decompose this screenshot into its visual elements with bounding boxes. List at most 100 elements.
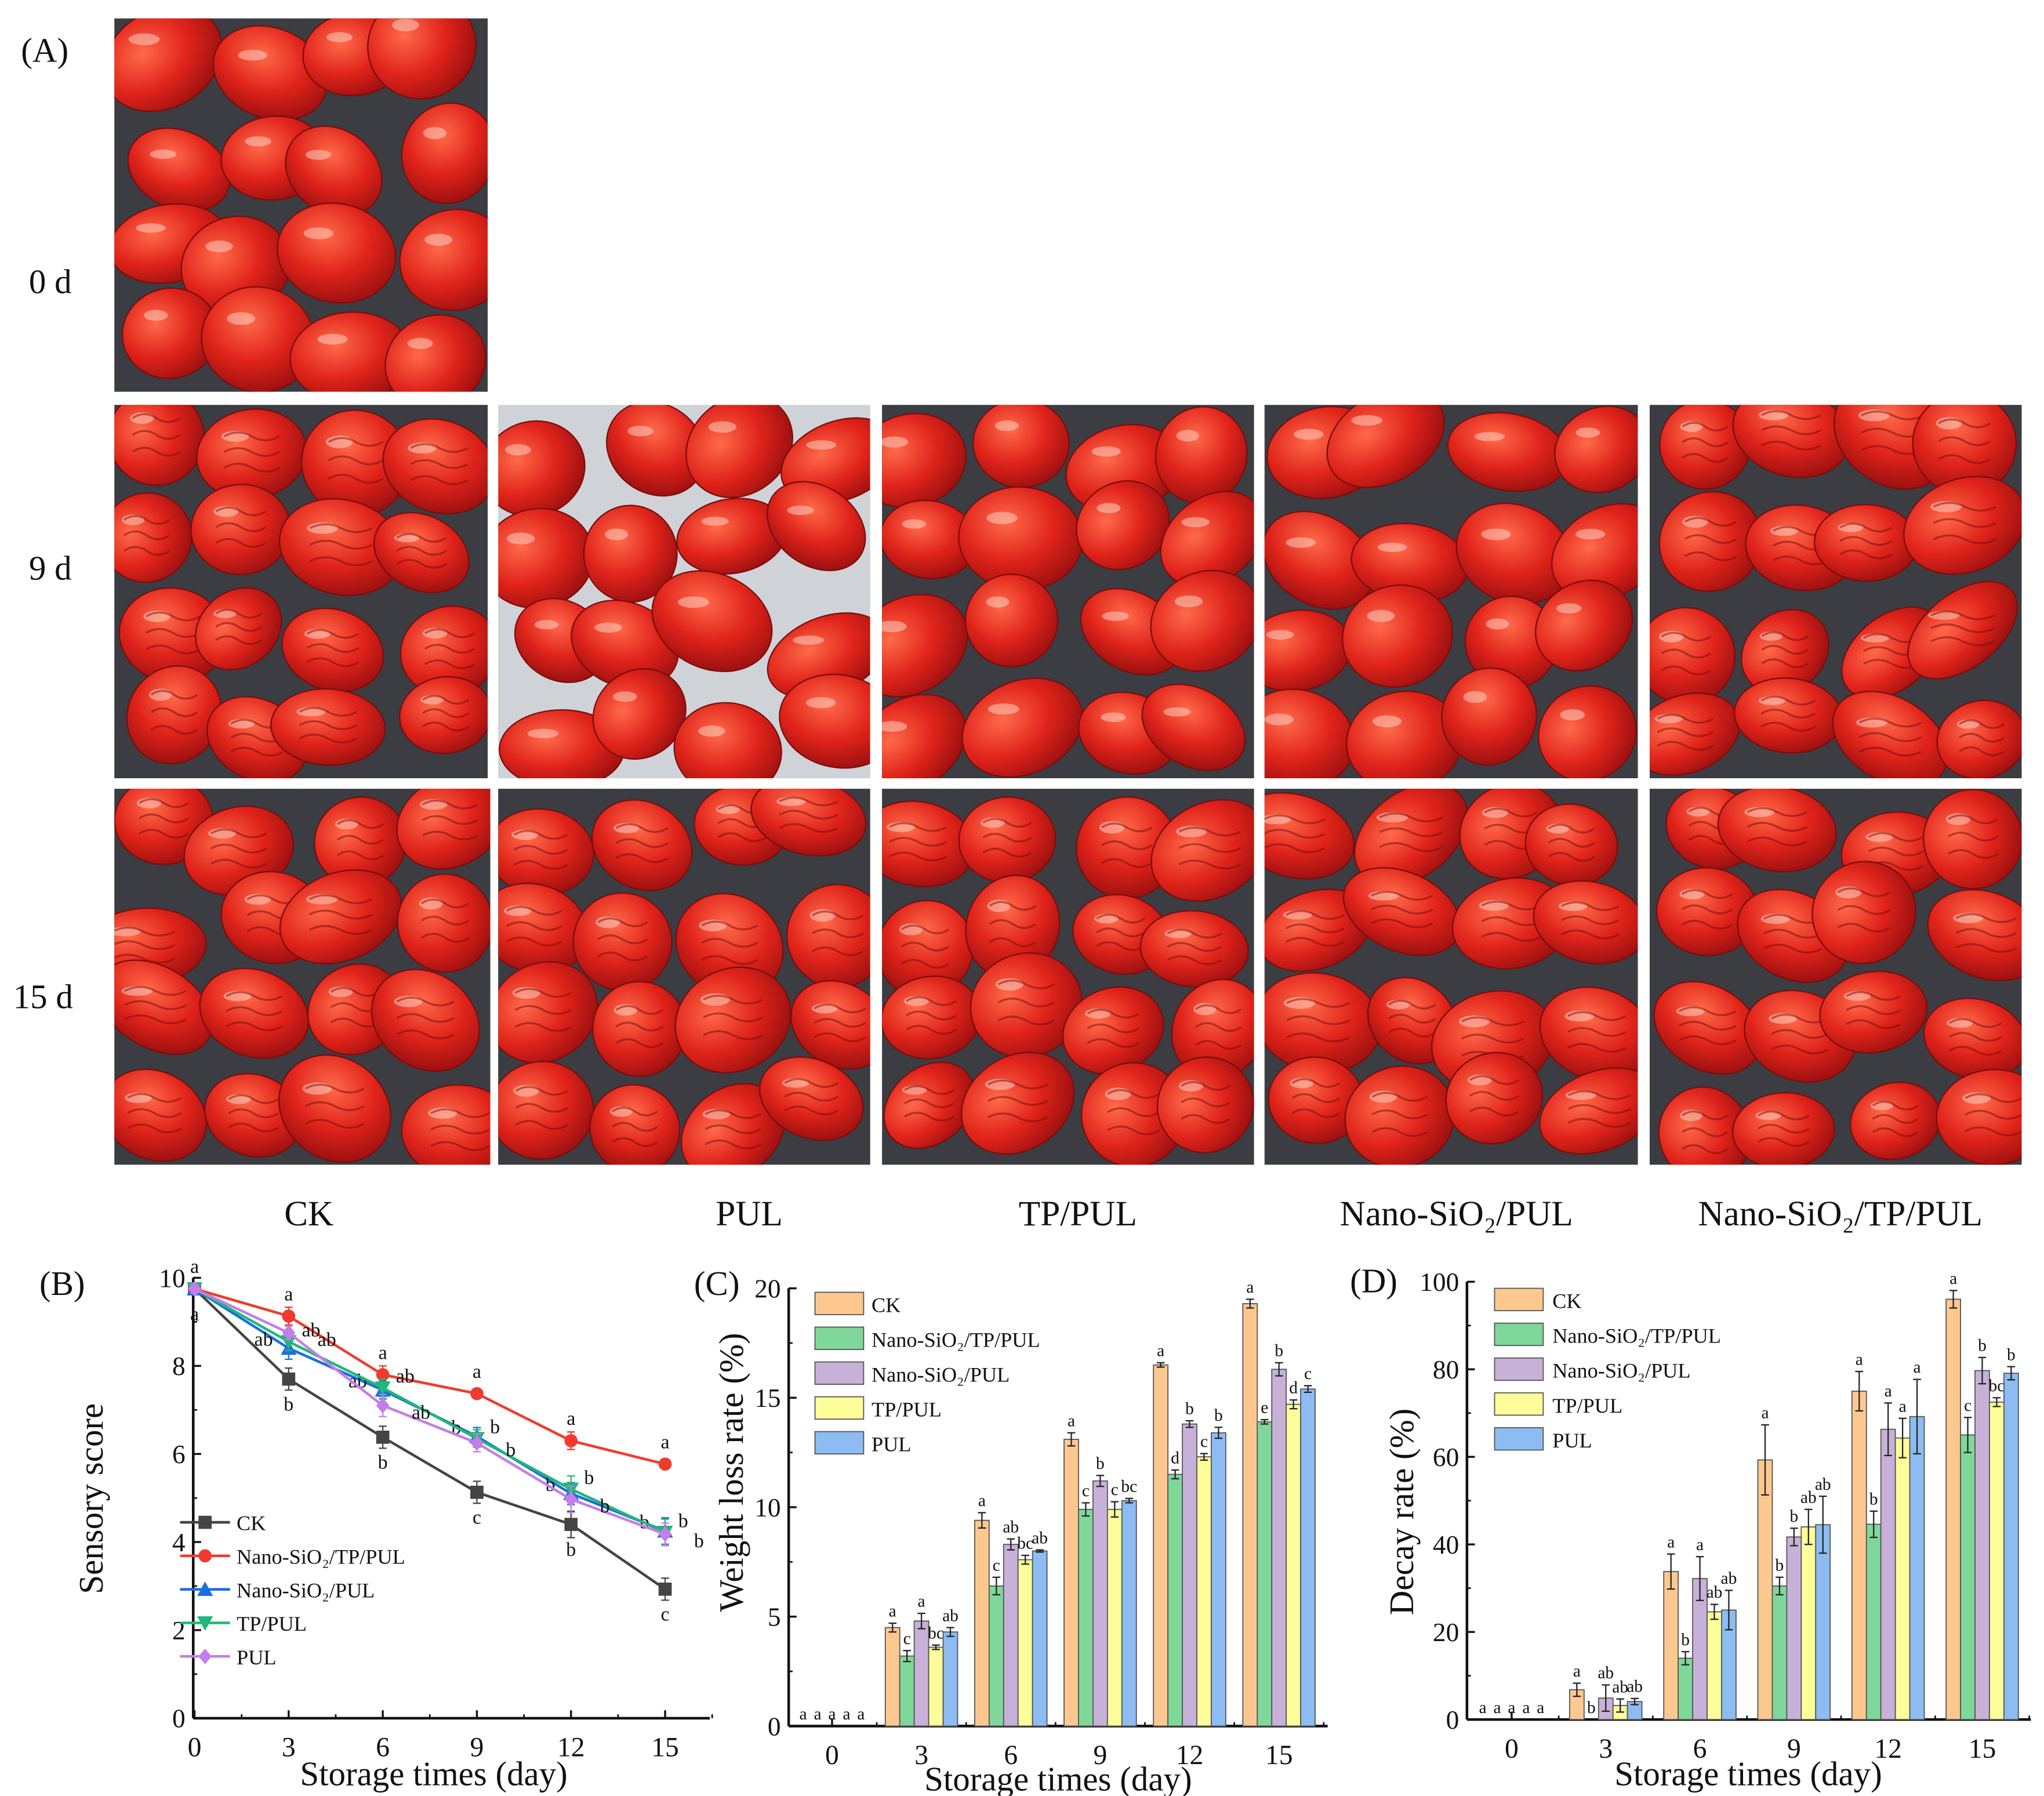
significance-letter: a bbox=[1573, 1662, 1581, 1681]
legend-label: Nano-SiO₂/TP/PUL bbox=[1552, 1325, 1721, 1348]
marker-diamond bbox=[198, 1648, 212, 1664]
bar bbox=[1300, 1388, 1316, 1727]
tomato-photo bbox=[1264, 405, 1638, 779]
significance-letter: a bbox=[889, 1602, 896, 1621]
photo-nano-sio2-pul-9d bbox=[1264, 405, 1638, 779]
marker-triangle-down bbox=[281, 1335, 297, 1350]
tomato-photo bbox=[1264, 789, 1638, 1165]
bar bbox=[1909, 1416, 1925, 1721]
significance-letter: b bbox=[1214, 1406, 1223, 1425]
y-tick-label: 8 bbox=[172, 1352, 186, 1381]
significance-letter: c bbox=[1964, 1396, 1972, 1415]
tomato bbox=[767, 481, 866, 571]
significance-letter: a bbox=[1885, 1382, 1892, 1400]
bar bbox=[1865, 1523, 1882, 1721]
series-line bbox=[194, 1287, 666, 1536]
bar bbox=[1692, 1578, 1708, 1721]
significance-letter: b bbox=[1776, 1556, 1784, 1574]
bar bbox=[1286, 1403, 1302, 1727]
tomato-photo bbox=[882, 796, 1254, 1165]
marker-circle bbox=[198, 1549, 212, 1563]
x-tick-label: 12 bbox=[1176, 1740, 1204, 1770]
tomato bbox=[1923, 789, 2022, 890]
significance-letter: b bbox=[1978, 1336, 1987, 1355]
bar bbox=[1786, 1536, 1802, 1721]
marker-circle bbox=[376, 1368, 390, 1381]
tomato bbox=[1539, 1067, 1638, 1155]
significance-letter: c bbox=[1111, 1481, 1119, 1499]
tomato bbox=[114, 492, 193, 583]
significance-letter: ab bbox=[1032, 1529, 1048, 1547]
bar bbox=[942, 1631, 959, 1727]
significance-letter: b bbox=[1275, 1342, 1283, 1360]
tomato bbox=[1156, 1056, 1254, 1153]
marker-diamond bbox=[376, 1398, 390, 1414]
marker-circle bbox=[564, 1434, 578, 1447]
photo-tp-pul-9d bbox=[882, 405, 1254, 779]
bar bbox=[1989, 1401, 2005, 1721]
tomato bbox=[498, 961, 598, 1064]
tomato bbox=[1538, 685, 1638, 779]
tomato bbox=[114, 405, 205, 486]
bar bbox=[1211, 1432, 1226, 1727]
marker-triangle-down bbox=[197, 1616, 213, 1631]
photo-pul-15d bbox=[498, 789, 870, 1165]
marker-diamond bbox=[282, 1325, 296, 1341]
significance-letter: bc bbox=[1989, 1377, 2005, 1395]
significance-letter: a bbox=[1949, 1269, 1957, 1288]
tomato-photo bbox=[498, 405, 870, 779]
x-axis-title: Storage times (day) bbox=[924, 1760, 1192, 1796]
legend-label: TP/PUL bbox=[1552, 1394, 1622, 1417]
significance-letter: a bbox=[1761, 1404, 1769, 1423]
tomato-photo bbox=[114, 789, 491, 1165]
y-tick-label: 5 bbox=[768, 1603, 781, 1632]
tomato bbox=[367, 18, 477, 100]
x-tick-label: 0 bbox=[825, 1740, 839, 1770]
bar bbox=[1063, 1439, 1079, 1727]
series-line bbox=[194, 1287, 666, 1465]
panel-label-b: (B) bbox=[39, 1264, 85, 1302]
tomato bbox=[373, 511, 470, 594]
bar bbox=[1815, 1524, 1831, 1721]
bar bbox=[899, 1655, 915, 1727]
significance-letter: ab bbox=[1707, 1583, 1723, 1602]
photo-nano-sio2-pul-15d bbox=[1264, 789, 1638, 1165]
tomato bbox=[1731, 1092, 1835, 1165]
significance-letter: a bbox=[379, 1342, 387, 1363]
significance-letter: ab bbox=[396, 1366, 415, 1387]
marker-circle bbox=[282, 1309, 296, 1323]
y-axis-title: Weight loss rate (%) bbox=[712, 1333, 750, 1612]
bar bbox=[1945, 1298, 1961, 1721]
marker-diamond bbox=[470, 1435, 484, 1451]
tomato-photo bbox=[1649, 405, 2022, 779]
tomato bbox=[964, 574, 1059, 667]
marker-square bbox=[470, 1485, 484, 1499]
bar bbox=[1182, 1423, 1197, 1727]
tomato bbox=[572, 892, 673, 992]
tomato bbox=[277, 202, 397, 304]
legend-swatch bbox=[1494, 1392, 1544, 1416]
marker-square bbox=[198, 1515, 212, 1529]
x-tick-label: 3 bbox=[282, 1733, 296, 1763]
legend-label: Nano-SiO₂/PUL bbox=[872, 1363, 1010, 1387]
significance-letter: a bbox=[284, 1283, 293, 1305]
tomato-photo bbox=[1653, 789, 2022, 1165]
series-line bbox=[193, 1287, 666, 1591]
tomato bbox=[371, 968, 480, 1072]
tomato bbox=[1342, 584, 1454, 688]
panel-label-c: (C) bbox=[694, 1264, 740, 1302]
significance-letter: a bbox=[1068, 1412, 1075, 1430]
tomato bbox=[114, 1068, 207, 1162]
tomato bbox=[1441, 667, 1537, 766]
tomato bbox=[279, 869, 402, 964]
bar bbox=[1121, 1500, 1137, 1727]
legend-label: TP/PUL bbox=[237, 1612, 307, 1635]
significance-letter: a bbox=[1157, 1342, 1164, 1360]
tomato bbox=[882, 694, 967, 779]
significance-letter: b bbox=[1681, 1631, 1690, 1649]
tomato bbox=[591, 799, 693, 891]
significance-letter: b bbox=[2007, 1345, 2016, 1364]
tomato bbox=[592, 668, 687, 760]
significance-letter: a bbox=[661, 1431, 670, 1453]
